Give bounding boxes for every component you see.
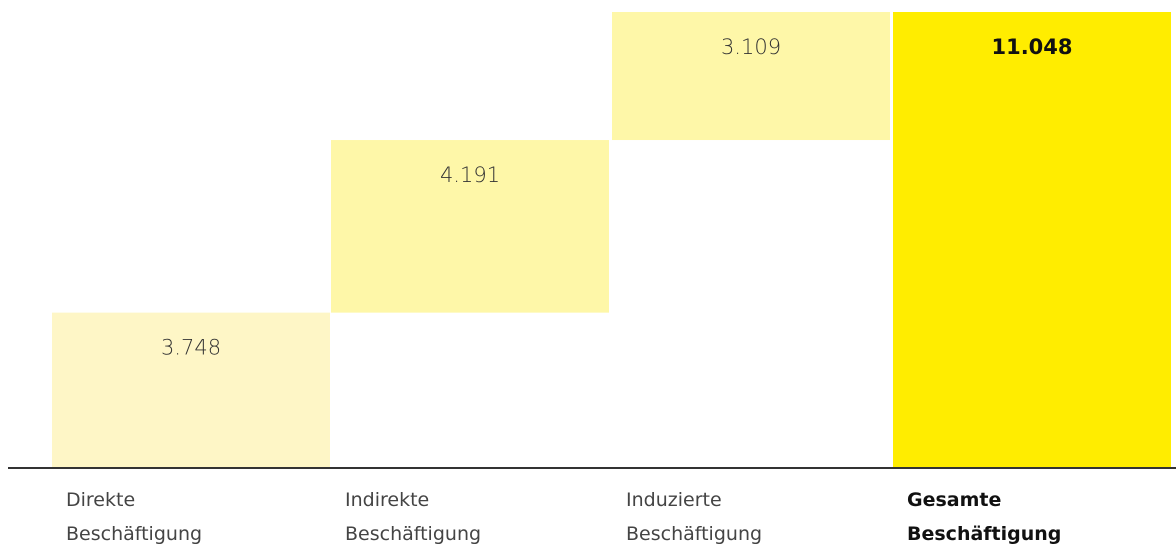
category-label-2: Indirekte Beschäftigung xyxy=(345,489,481,545)
category-label-total: Gesamte Beschäftigung xyxy=(907,489,1061,545)
bars-layer xyxy=(52,12,1171,467)
value-labels-layer: 3.748 4.191 3.109 11.048 xyxy=(161,35,1073,360)
category-label-1: Direkte Beschäftigung xyxy=(66,489,202,545)
value-label-1: 3.748 xyxy=(161,336,221,360)
value-label-total: 11.048 xyxy=(991,35,1072,59)
value-label-2: 4.191 xyxy=(440,163,500,187)
bar-3 xyxy=(612,12,890,141)
category-labels-layer: Direkte Beschäftigung Indirekte Beschäftigu… xyxy=(66,489,1061,545)
value-label-3: 3.109 xyxy=(721,35,781,59)
category-label-3: Induzierte Beschäftigung xyxy=(626,489,762,545)
bar-total xyxy=(893,12,1171,467)
bar-2 xyxy=(331,140,609,313)
bar-1 xyxy=(52,312,330,467)
